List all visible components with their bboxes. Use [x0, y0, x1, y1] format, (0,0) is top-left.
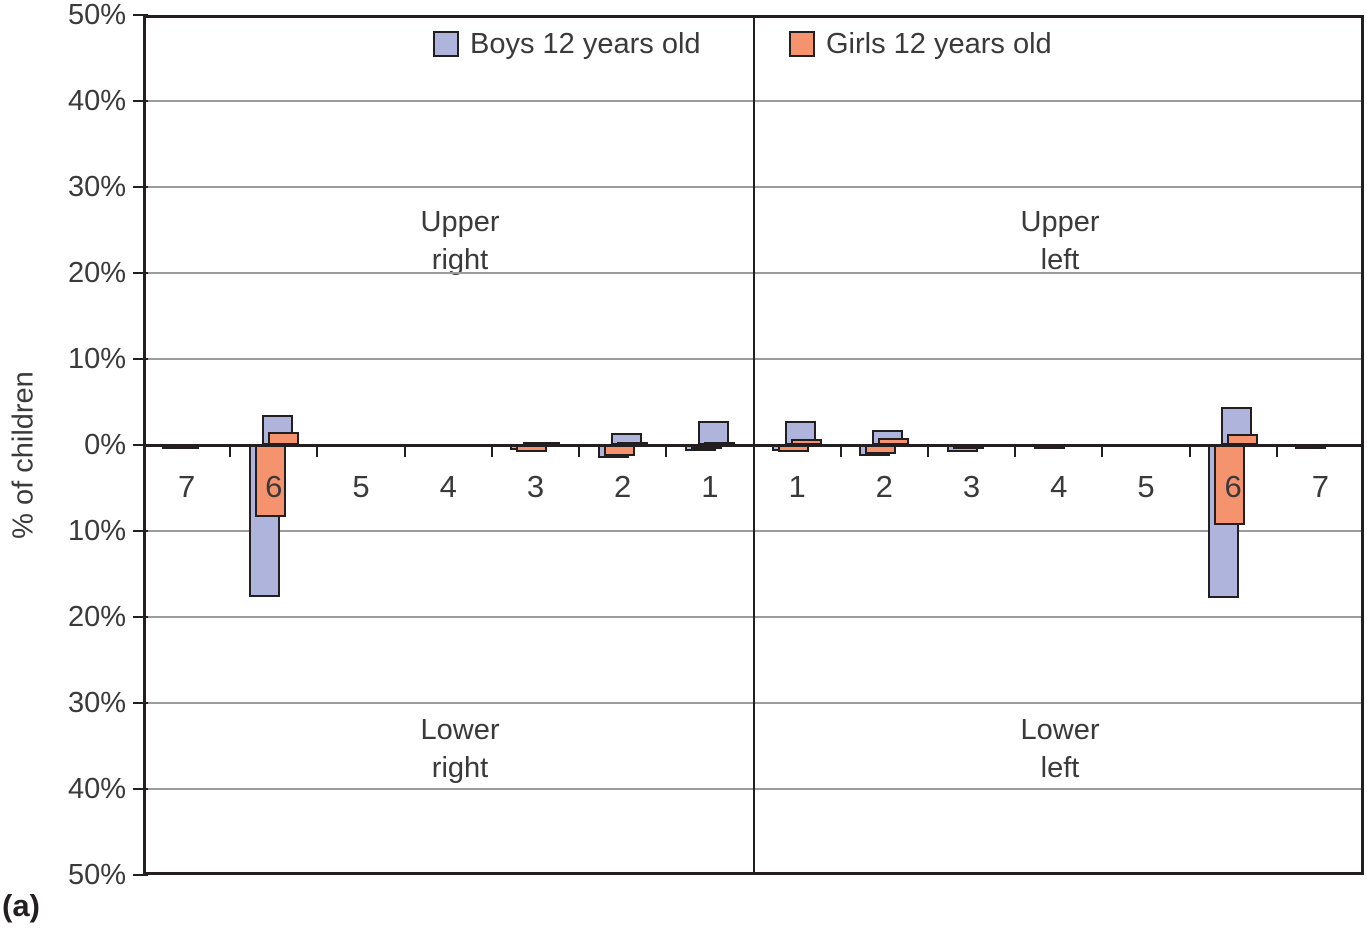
- quadrant-label-line: right: [431, 244, 489, 276]
- x-tick-label-tooth-left-2: 2: [875, 469, 893, 504]
- y-axis-tick: [133, 530, 148, 532]
- y-tick-label: 20%: [67, 601, 126, 633]
- bar-girls-lower-left-6: [1214, 445, 1246, 525]
- y-tick-label: 0%: [84, 429, 126, 461]
- legend-item-boys: Boys 12 years old: [433, 27, 701, 60]
- x-axis-tick: [665, 445, 668, 457]
- bar-girls-lower-right-3: [516, 445, 548, 452]
- panel-label: (a): [2, 888, 40, 923]
- bar-girls-lower-left-3: [952, 445, 984, 449]
- quadrant-label-lower-right: Lower right: [350, 711, 570, 787]
- x-tick-label-tooth-right-2: 2: [614, 469, 632, 504]
- quadrant-label-line: left: [1040, 752, 1080, 784]
- y-axis-tick: [133, 186, 148, 188]
- bar-girls-upper-left-2: [878, 438, 910, 445]
- bar-boys-upper-right-1: [697, 420, 729, 445]
- y-axis-tick: [133, 788, 148, 790]
- bar-girls-lower-right-1: [690, 445, 722, 449]
- bar-girls-upper-left-1: [791, 438, 823, 445]
- x-axis-tick: [490, 445, 493, 457]
- y-axis-tick: [133, 874, 148, 876]
- legend-swatch-boys-icon: [433, 31, 459, 57]
- x-axis-tick: [578, 445, 581, 457]
- x-tick-label-tooth-right-1: 1: [701, 469, 719, 504]
- x-tick-label-tooth-left-3: 3: [962, 469, 981, 504]
- bar-girls-lower-right-2: [603, 445, 635, 457]
- y-tick-label: 40%: [67, 773, 126, 805]
- y-tick-label: 30%: [67, 171, 126, 203]
- bar-boys-lower-left-4: [1033, 445, 1065, 449]
- y-tick-label: 50%: [67, 859, 126, 891]
- x-axis-tick: [316, 445, 319, 457]
- legend-swatch-girls-icon: [789, 31, 815, 57]
- y-tick-label: 10%: [67, 515, 126, 547]
- y-axis-tick: [133, 100, 148, 102]
- x-tick-label-tooth-left-4: 4: [1050, 469, 1068, 504]
- bar-girls-upper-left-6: [1227, 433, 1259, 445]
- x-tick-label-tooth-right-5: 5: [352, 469, 370, 504]
- x-axis-tick: [1188, 445, 1191, 457]
- x-tick-label-tooth-right-3: 3: [526, 469, 545, 504]
- y-tick-label: 10%: [67, 343, 126, 375]
- quadrant-label-upper-left: Upper left: [950, 203, 1170, 279]
- bar-girls-lower-right-6: [254, 445, 286, 518]
- x-tick-label-tooth-left-1: 1: [788, 469, 806, 504]
- x-axis-tick: [1014, 445, 1017, 457]
- y-axis-tick: [133, 444, 148, 446]
- x-axis-tick: [1275, 445, 1278, 457]
- quadrant-label-line: Upper: [420, 206, 500, 238]
- quadrant-label-line: Upper: [1020, 206, 1100, 238]
- x-axis-tick: [839, 445, 842, 457]
- x-tick-label-tooth-left-7: 7: [1311, 469, 1329, 504]
- zero-axis: [143, 443, 1364, 447]
- x-tick-label-tooth-left-5: 5: [1137, 469, 1155, 504]
- quadrant-label-line: Lower: [1020, 714, 1100, 746]
- legend-item-girls: Girls 12 years old: [789, 27, 1052, 60]
- legend-label-boys: Boys 12 years old: [470, 27, 701, 60]
- quadrant-label-line: left: [1040, 244, 1080, 276]
- y-axis-tick: [133, 358, 148, 360]
- plot-area: Boys 12 years old Girls 12 years old Upp…: [133, 14, 1364, 876]
- quadrant-label-upper-right: Upper right: [350, 203, 570, 279]
- x-axis-tick: [403, 445, 406, 457]
- bar-girls-upper-right-1: [703, 442, 735, 446]
- bar-girls-upper-right-6: [267, 432, 299, 445]
- quadrant-label-lower-left: Lower left: [950, 711, 1170, 787]
- y-tick-label: 40%: [67, 85, 126, 117]
- x-tick-label-tooth-right-4: 4: [439, 469, 457, 504]
- bar-girls-lower-left-2: [865, 445, 897, 454]
- x-axis-tick: [229, 445, 232, 457]
- y-tick-label: 20%: [67, 257, 126, 289]
- x-axis-tick: [926, 445, 929, 457]
- x-tick-label-tooth-left-6: 6: [1224, 469, 1242, 504]
- y-axis-tick: [133, 616, 148, 618]
- bar-girls-lower-left-1: [778, 445, 810, 452]
- x-axis-tick: [1101, 445, 1104, 457]
- bar-girls-lower-right-7: [167, 445, 199, 449]
- x-tick-label-tooth-right-6: 6: [265, 469, 283, 504]
- y-axis-tick: [133, 14, 148, 16]
- bar-girls-upper-right-3: [529, 442, 561, 446]
- bar-girls-upper-right-2: [616, 442, 648, 446]
- quadrant-label-line: right: [431, 752, 489, 784]
- y-tick-label: 50%: [67, 0, 126, 31]
- y-tick-label: 30%: [67, 687, 126, 719]
- y-axis-tick: [133, 272, 148, 274]
- x-tick-label-tooth-right-7: 7: [177, 469, 196, 504]
- y-axis-tick: [133, 702, 148, 704]
- legend-label-girls: Girls 12 years old: [826, 27, 1052, 60]
- quadrant-label-line: Lower: [420, 714, 500, 746]
- bar-boys-lower-left-7: [1295, 445, 1327, 449]
